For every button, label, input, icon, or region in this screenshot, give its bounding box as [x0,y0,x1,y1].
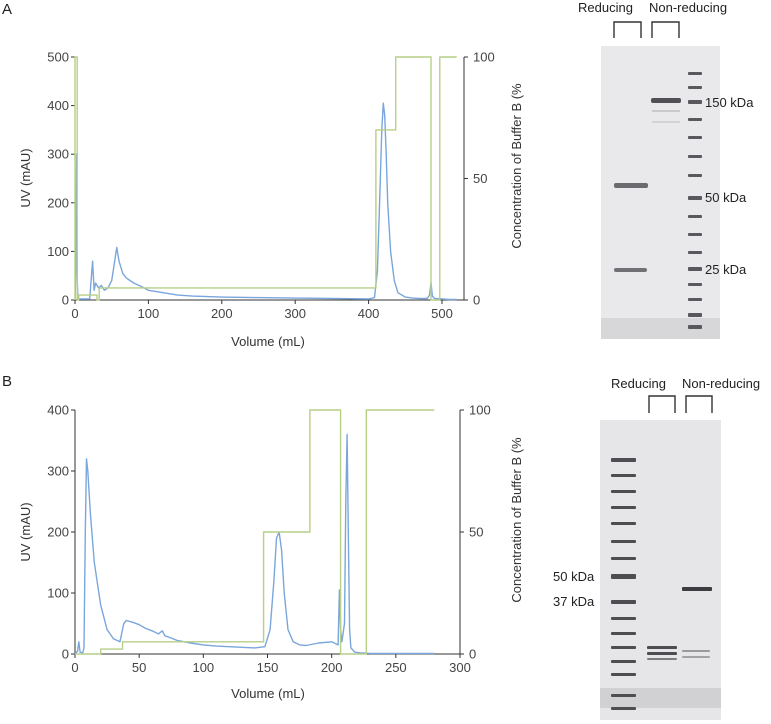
gel-a-marker-150: 150 kDa [705,95,754,110]
gel-b-band [647,652,677,655]
gel-a-bracket-nonreducing [651,21,680,38]
chart-a-y2label: Concentration of Buffer B (% [509,83,524,249]
chart-a-xtick-label: 200 [211,306,233,321]
gel-b-band [647,658,677,660]
chart-b-plot: 0 100 200 300 400 0 50 100 0 50 100 150 200 250 300 [47,403,490,676]
chart-a-y2tick-label: 100 [473,50,495,65]
chart-b-xtick-label: 50 [132,660,146,675]
chart-a-xtick-label: 0 [71,306,78,321]
chart-b-xtick-label: 150 [257,660,279,675]
chart-a-xtick-label: 400 [358,306,380,321]
panel-letter-b: B [2,373,13,390]
gel-b-band [682,656,710,658]
gel-a-marker-50: 50 kDa [705,190,747,205]
chart-b-ylabel: UV (mAU) [18,502,33,561]
chart-a-ylabel: UV (mAU) [18,148,33,207]
gel-b-marker-50: 50 kDa [553,569,595,584]
chart-a-y2tick-label: 0 [473,293,480,308]
gel-b-bracket-reducing [648,395,676,413]
gel-b-image [600,420,721,720]
gel-a-marker-25: 25 kDa [705,262,747,277]
chart-b-y2tick-label: 50 [469,525,483,540]
chart-a-y2tick-label: 50 [473,171,487,186]
chart-a-ytick-label: 300 [47,147,69,162]
chart-a-ytick-label: 500 [47,50,69,65]
gel-b-band [647,646,677,649]
chart-b-xtick-label: 100 [192,660,214,675]
chart-a-xtick-label: 500 [431,306,453,321]
gel-a-band [614,183,648,188]
chart-a-uv-trace [74,102,457,301]
gel-b: Reducing Non-reducing [553,376,760,720]
chart-a-ytick-label: 0 [62,293,69,308]
chart-b-uv-trace [74,433,435,655]
chart-b-xtick-label: 200 [321,660,343,675]
chart-a-plot: 0 100 200 300 400 500 0 50 100 0 100 200 300 400 500 [47,50,494,322]
gel-b-ladder [611,458,636,710]
chart-a-ytick-label: 100 [47,244,69,259]
gel-a-band [614,268,647,272]
gel-b-label-nonreducing: Non-reducing [682,376,760,391]
chart-b-ytick-label: 100 [47,586,69,601]
chart-a-xlabel: Volume (mL) [231,334,305,349]
gel-b-bracket-nonreducing [685,395,713,413]
gel-b-marker-37: 37 kDa [553,594,595,609]
gel-a-label-nonreducing: Non-reducing [649,0,727,15]
chart-a-ytick-label: 400 [47,98,69,113]
gel-b-label-reducing: Reducing [611,376,666,391]
chart-b-y2tick-label: 0 [469,647,476,662]
chart-b-ytick-label: 400 [47,403,69,418]
chart-b-xtick-label: 300 [449,660,471,675]
gel-a: Reducing Non-reducing [578,0,754,339]
gel-b-band [682,650,710,652]
chart-b-xtick-label: 0 [71,660,78,675]
chart-a-xtick-label: 100 [138,306,160,321]
gel-a-ladder [688,72,702,329]
chart-b-xlabel: Volume (mL) [231,686,305,701]
gel-a-image [601,46,720,339]
chart-b-y2tick-label: 100 [469,403,491,418]
chart-b-ytick-label: 300 [47,464,69,479]
gel-a-band [651,98,681,103]
gel-a-bracket-reducing [613,21,642,38]
chart-a-ytick-label: 200 [47,195,69,210]
chart-a-xtick-label: 300 [284,306,306,321]
gel-b-band [682,587,712,591]
chart-b-ytick-label: 0 [62,647,69,662]
chart-b-ytick-label: 200 [47,525,69,540]
chart-b-xtick-label: 250 [385,660,407,675]
chart-b-y2label: Concentration of Buffer B (% [509,437,524,603]
chart-a-buffer-b-line [74,56,457,301]
gel-a-label-reducing: Reducing [578,0,633,15]
panel-letter-a: A [2,1,13,18]
chart-b-buffer-b-line [75,409,435,655]
